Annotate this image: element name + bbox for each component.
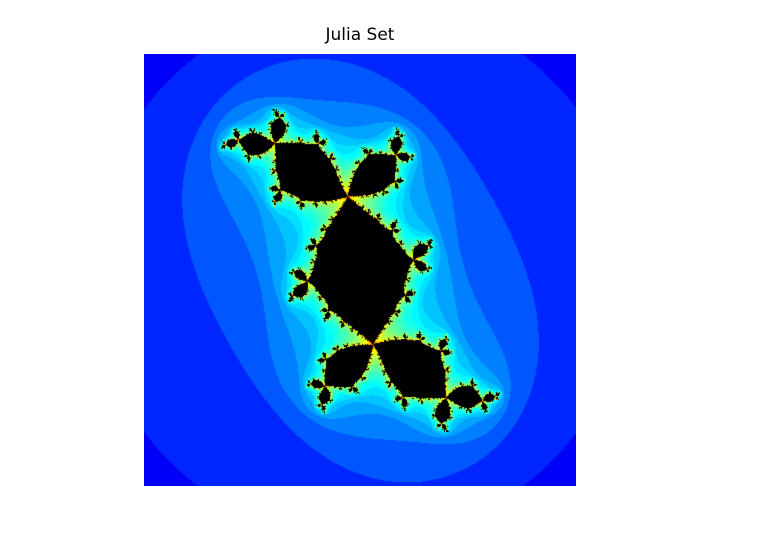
julia-set-image	[144, 54, 576, 486]
plot-title: Julia Set	[325, 25, 395, 45]
fractal-plot	[144, 54, 576, 486]
